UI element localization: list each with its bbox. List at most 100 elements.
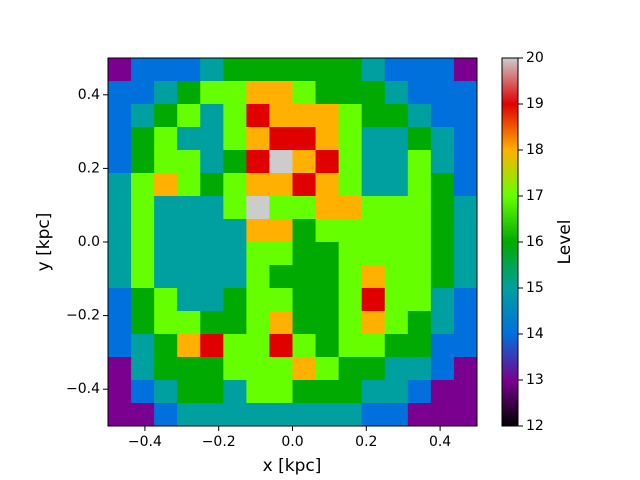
cell	[154, 173, 178, 197]
cell	[177, 242, 201, 266]
cell	[361, 403, 386, 427]
cell	[292, 150, 317, 174]
cell	[384, 173, 409, 197]
cell	[453, 150, 478, 174]
cell	[315, 196, 340, 220]
cell	[338, 334, 363, 358]
cell	[131, 127, 155, 151]
cell	[407, 265, 432, 289]
cell	[453, 242, 478, 266]
cell	[384, 242, 409, 266]
cell	[453, 380, 478, 404]
cell	[315, 219, 340, 243]
cell	[407, 403, 432, 427]
cell	[200, 380, 224, 404]
cell	[453, 219, 478, 243]
cell	[453, 196, 478, 220]
cell	[200, 288, 224, 312]
colorbar-tick-label: 20	[526, 50, 544, 66]
cell	[246, 403, 270, 427]
cell	[407, 288, 432, 312]
cell	[154, 127, 178, 151]
cell	[200, 196, 224, 220]
cell	[384, 380, 409, 404]
cell	[269, 127, 293, 151]
cell	[292, 196, 317, 220]
cell	[200, 403, 224, 427]
cell	[292, 219, 317, 243]
cell	[108, 288, 132, 312]
colorbar-tick-label: 13	[526, 372, 544, 388]
cell	[338, 242, 363, 266]
cell	[430, 58, 455, 82]
cell	[338, 173, 363, 197]
cell	[338, 81, 363, 105]
cell	[361, 311, 386, 335]
cell	[246, 357, 270, 381]
cell	[315, 58, 340, 82]
cell	[131, 403, 155, 427]
cell	[338, 265, 363, 289]
x-tick-label: −0.4	[128, 434, 162, 450]
cell	[108, 127, 132, 151]
cell	[453, 334, 478, 358]
cell	[131, 58, 155, 82]
cell	[338, 150, 363, 174]
cell	[292, 265, 317, 289]
y-axis-label: y [kpc]	[34, 213, 54, 272]
cell	[223, 334, 247, 358]
cell	[292, 311, 317, 335]
cell	[430, 265, 455, 289]
cell	[154, 196, 178, 220]
cell	[177, 403, 201, 427]
cell	[108, 311, 132, 335]
cell	[407, 357, 432, 381]
cell	[361, 380, 386, 404]
cell	[338, 104, 363, 128]
cell	[269, 265, 293, 289]
cell	[154, 380, 178, 404]
y-tick-label: 0.2	[78, 160, 100, 176]
cell	[384, 219, 409, 243]
cell	[200, 173, 224, 197]
cell	[154, 334, 178, 358]
cell	[200, 150, 224, 174]
cell	[223, 150, 247, 174]
cell	[131, 219, 155, 243]
cell	[292, 242, 317, 266]
cell	[430, 219, 455, 243]
cell	[223, 403, 247, 427]
cell	[131, 242, 155, 266]
cell	[223, 127, 247, 151]
cell	[154, 219, 178, 243]
cell	[269, 242, 293, 266]
cell	[361, 173, 386, 197]
x-tick-label: −0.2	[202, 434, 236, 450]
cell	[200, 311, 224, 335]
cell	[108, 334, 132, 358]
cell	[246, 311, 270, 335]
cell	[430, 104, 455, 128]
cell	[315, 311, 340, 335]
cell	[131, 357, 155, 381]
cell	[177, 311, 201, 335]
cell	[430, 403, 455, 427]
cell	[223, 380, 247, 404]
cell	[453, 403, 478, 427]
cell	[292, 81, 317, 105]
cell	[223, 288, 247, 312]
cell	[177, 380, 201, 404]
cell	[200, 127, 224, 151]
cell	[177, 219, 201, 243]
x-tick-label: 0.4	[429, 434, 451, 450]
cell	[269, 334, 293, 358]
cell	[338, 219, 363, 243]
cell	[108, 150, 132, 174]
cell	[246, 265, 270, 289]
cell	[384, 81, 409, 105]
cell	[154, 242, 178, 266]
cell	[453, 127, 478, 151]
cell	[177, 173, 201, 197]
cell	[384, 150, 409, 174]
